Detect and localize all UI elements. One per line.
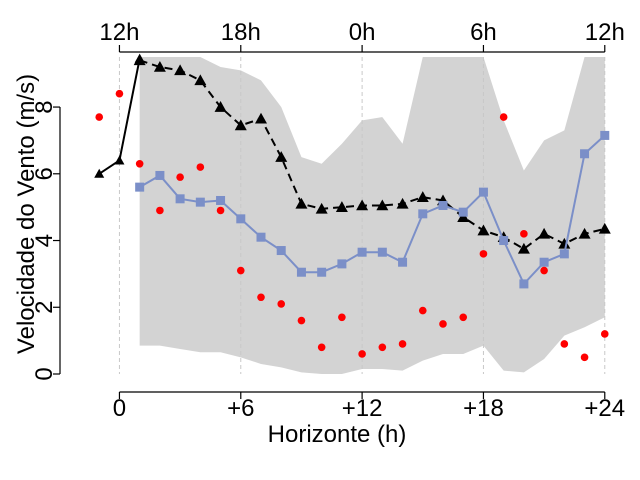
triangle-point (578, 227, 591, 239)
square-point (377, 247, 387, 257)
observed-point (600, 330, 609, 338)
square-point (216, 195, 226, 205)
y-tick-label: 2 (31, 301, 58, 314)
x-tick-label: 0 (113, 395, 126, 422)
triangle-point (376, 199, 389, 211)
square-point (357, 247, 367, 257)
observed-point (297, 316, 306, 325)
square-point (175, 194, 185, 204)
triangle-point (396, 197, 409, 209)
observed-point (277, 300, 286, 308)
observed-point (196, 163, 205, 171)
triangle-point (517, 242, 530, 254)
observed-point (317, 343, 326, 352)
observed-point (580, 353, 589, 362)
square-point (276, 246, 286, 256)
square-point (398, 257, 408, 267)
square-point (296, 267, 306, 277)
triangle-point (275, 151, 288, 162)
confidence-band (139, 57, 605, 374)
y-tick-label: 0 (31, 367, 58, 380)
observed-point (216, 206, 225, 215)
top-tick-label: 18h (221, 19, 261, 46)
x-axis-title: Horizonte (h) (268, 421, 407, 448)
x-tick-label: +6 (227, 395, 254, 422)
triangle-point (133, 54, 146, 66)
square-point (499, 236, 509, 246)
x-tick-label: +12 (342, 395, 383, 422)
series-2 (135, 130, 610, 289)
triangle-point (153, 61, 166, 72)
observed-point (540, 266, 548, 275)
x-tick-label: +24 (584, 395, 625, 422)
triangle-point (538, 227, 551, 239)
square-point (559, 249, 569, 259)
axes: 0 +6 +12 +18 +24 12h 18h 0h 6h 12h 0 2 4 6 8 (31, 19, 625, 422)
triangle-point (214, 101, 227, 112)
square-point (519, 279, 529, 289)
observed-point (418, 306, 427, 315)
triangle-point (194, 74, 207, 86)
square-point (600, 130, 610, 140)
triangle-point (295, 197, 308, 209)
y-tick-label: 6 (31, 167, 58, 180)
square-point (256, 232, 266, 242)
observed-point (520, 230, 528, 238)
triangle-point (416, 191, 429, 202)
triangle-point (255, 112, 267, 124)
square-point (135, 182, 145, 192)
square-point (458, 207, 468, 217)
observed-point (560, 340, 569, 348)
y-tick-label: 4 (31, 234, 58, 247)
square-point (418, 209, 428, 219)
triangle-point (477, 224, 490, 236)
triangle-point (558, 237, 571, 249)
observed-point (499, 113, 508, 121)
triangle-point (174, 64, 187, 76)
grid (118, 57, 606, 374)
observed-point (358, 350, 366, 358)
y-tick-label: 8 (31, 100, 58, 113)
square-point (438, 200, 448, 210)
triangle-point (94, 168, 105, 178)
observed-point (338, 313, 346, 322)
triangle-point (356, 199, 369, 211)
observed-point (236, 266, 245, 275)
y-axis-title: Velocidade do Vento (m/s) (13, 74, 40, 354)
observed-point (479, 250, 488, 258)
observed-point (459, 313, 468, 322)
series-layer (94, 53, 611, 362)
observed-point (378, 343, 387, 352)
triangle-point (315, 202, 328, 214)
observed-point (115, 89, 124, 98)
x-tick-label: +18 (463, 395, 504, 422)
observed-point (135, 159, 144, 168)
square-point (580, 149, 590, 159)
top-tick-label: 12h (99, 19, 139, 46)
square-point (478, 187, 488, 197)
triangle-point (598, 222, 611, 234)
band-area (139, 57, 605, 374)
series-3 (95, 89, 609, 362)
triangle-point (234, 119, 247, 131)
square-point (539, 257, 549, 267)
top-tick-label: 6h (470, 19, 497, 46)
triangle-point (114, 155, 125, 165)
top-tick-label: 0h (349, 19, 376, 46)
observed-point (439, 320, 447, 328)
observed-point (257, 293, 265, 302)
square-point (195, 197, 205, 207)
square-point (317, 267, 327, 277)
observed-point (156, 206, 164, 215)
square-point (155, 170, 165, 180)
square-point (236, 214, 246, 224)
triangle-point (335, 201, 348, 212)
top-tick-label: 12h (585, 19, 625, 46)
observed-point (398, 340, 407, 348)
observed-point (95, 113, 104, 121)
square-point (337, 259, 347, 269)
observed-point (176, 173, 184, 181)
series-line (139, 59, 606, 251)
